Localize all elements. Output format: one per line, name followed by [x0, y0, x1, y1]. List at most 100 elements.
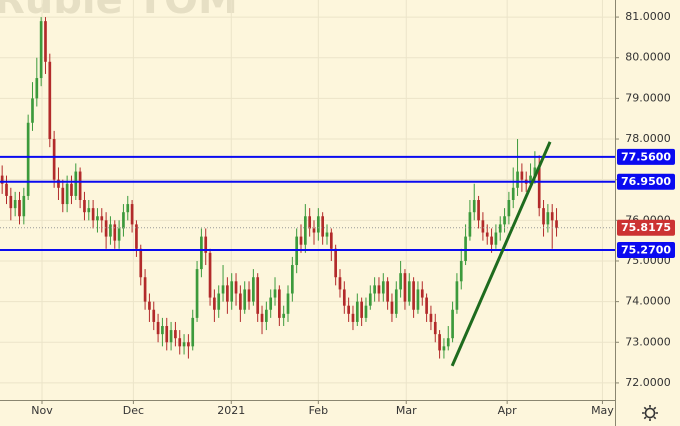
- candle-body: [217, 293, 221, 310]
- price-label-box: [617, 242, 675, 258]
- candle-body: [78, 171, 82, 200]
- candle-body: [390, 301, 394, 314]
- candle-body: [303, 216, 307, 245]
- candle-body: [117, 228, 121, 241]
- candle-body: [364, 305, 368, 318]
- candle-body: [416, 289, 420, 310]
- candle-body: [498, 224, 502, 233]
- candle-body: [316, 216, 320, 233]
- candle-body: [13, 200, 17, 209]
- candle-body: [455, 281, 459, 310]
- candle-body: [9, 195, 13, 209]
- candle-body: [433, 321, 437, 335]
- candle-body: [174, 330, 177, 339]
- settings-icon[interactable]: [642, 405, 658, 421]
- candle-body: [156, 321, 160, 335]
- candle-body: [537, 167, 541, 209]
- candle-body: [169, 330, 173, 343]
- candle-body: [468, 212, 472, 237]
- candle-body: [282, 313, 286, 318]
- candle-body: [299, 236, 303, 245]
- candle-body: [96, 216, 99, 221]
- x-tick-label: Apr: [498, 404, 518, 417]
- price-label: 76.9500: [621, 175, 671, 188]
- candle-body: [252, 277, 255, 302]
- candle-body: [438, 334, 441, 351]
- candle-body: [511, 187, 515, 200]
- candle-body: [239, 293, 242, 310]
- candle-body: [44, 21, 47, 62]
- candle-body: [429, 313, 433, 322]
- candle-body: [200, 236, 203, 270]
- candle-body: [446, 338, 450, 347]
- gear-teeth: [642, 405, 658, 421]
- candle-body: [139, 248, 143, 278]
- x-tick-label: 2021: [217, 404, 245, 417]
- candle-body: [269, 297, 273, 310]
- candle-body: [529, 175, 532, 184]
- candle-body: [407, 281, 411, 302]
- price-label-box: [617, 173, 675, 190]
- candle-body: [334, 248, 337, 278]
- x-tick-label: Dec: [123, 404, 144, 417]
- candle-body: [260, 313, 264, 322]
- candle-body: [221, 285, 225, 294]
- candle-body: [533, 167, 537, 176]
- plot: [0, 17, 615, 367]
- candle-body: [195, 269, 199, 318]
- candle-body: [503, 216, 506, 225]
- candle-body: [347, 305, 350, 314]
- candle-body: [550, 212, 554, 221]
- candle-body: [338, 277, 342, 290]
- trend-line: [450, 141, 552, 367]
- candle-body: [22, 195, 26, 217]
- candle-body: [26, 122, 30, 196]
- candle-body: [87, 208, 91, 213]
- candle-body: [57, 179, 60, 188]
- axes: 72.000073.000074.000075.000076.000077.00…: [31, 10, 675, 417]
- candle-body: [100, 216, 104, 221]
- candle-body: [286, 293, 290, 314]
- y-tick-label: 79.0000: [625, 91, 671, 104]
- candle-body: [256, 277, 260, 314]
- candle-body: [278, 289, 281, 318]
- candle-body: [61, 187, 65, 205]
- candle-body: [464, 236, 467, 261]
- y-tick-label: 74.0000: [625, 295, 671, 308]
- candle-body: [39, 21, 43, 79]
- candle-body: [546, 212, 550, 225]
- y-tick-label: 78.0000: [625, 132, 671, 145]
- price-label: 77.5600: [621, 150, 671, 163]
- candle-body: [122, 212, 125, 229]
- candle-body: [187, 342, 190, 347]
- candle-body: [451, 309, 454, 339]
- candle-body: [0, 175, 4, 184]
- candle-body: [273, 289, 277, 298]
- y-tick-label: 73.0000: [625, 335, 671, 348]
- candle-body: [542, 208, 545, 225]
- candle-body: [399, 273, 402, 290]
- candle-body: [247, 289, 251, 302]
- y-tick-label: 72.0000: [625, 376, 671, 389]
- candle-body: [126, 204, 130, 213]
- candle-body: [472, 200, 476, 213]
- candle-body: [442, 346, 446, 351]
- y-tick-label: 80.0000: [625, 51, 671, 64]
- candle-body: [243, 289, 247, 310]
- grid: [0, 0, 615, 400]
- candle-body: [208, 252, 212, 298]
- candle-body: [308, 216, 312, 229]
- candle-body: [204, 236, 208, 253]
- candle-body: [65, 183, 69, 205]
- candle-body: [351, 313, 355, 322]
- candle-body: [191, 317, 195, 347]
- candle-body: [321, 216, 325, 237]
- candle-body: [312, 228, 316, 233]
- candle-body: [234, 281, 238, 294]
- candle-body: [325, 232, 329, 237]
- candle-body: [386, 281, 389, 302]
- candle-body: [35, 78, 39, 99]
- candle-body: [226, 285, 229, 302]
